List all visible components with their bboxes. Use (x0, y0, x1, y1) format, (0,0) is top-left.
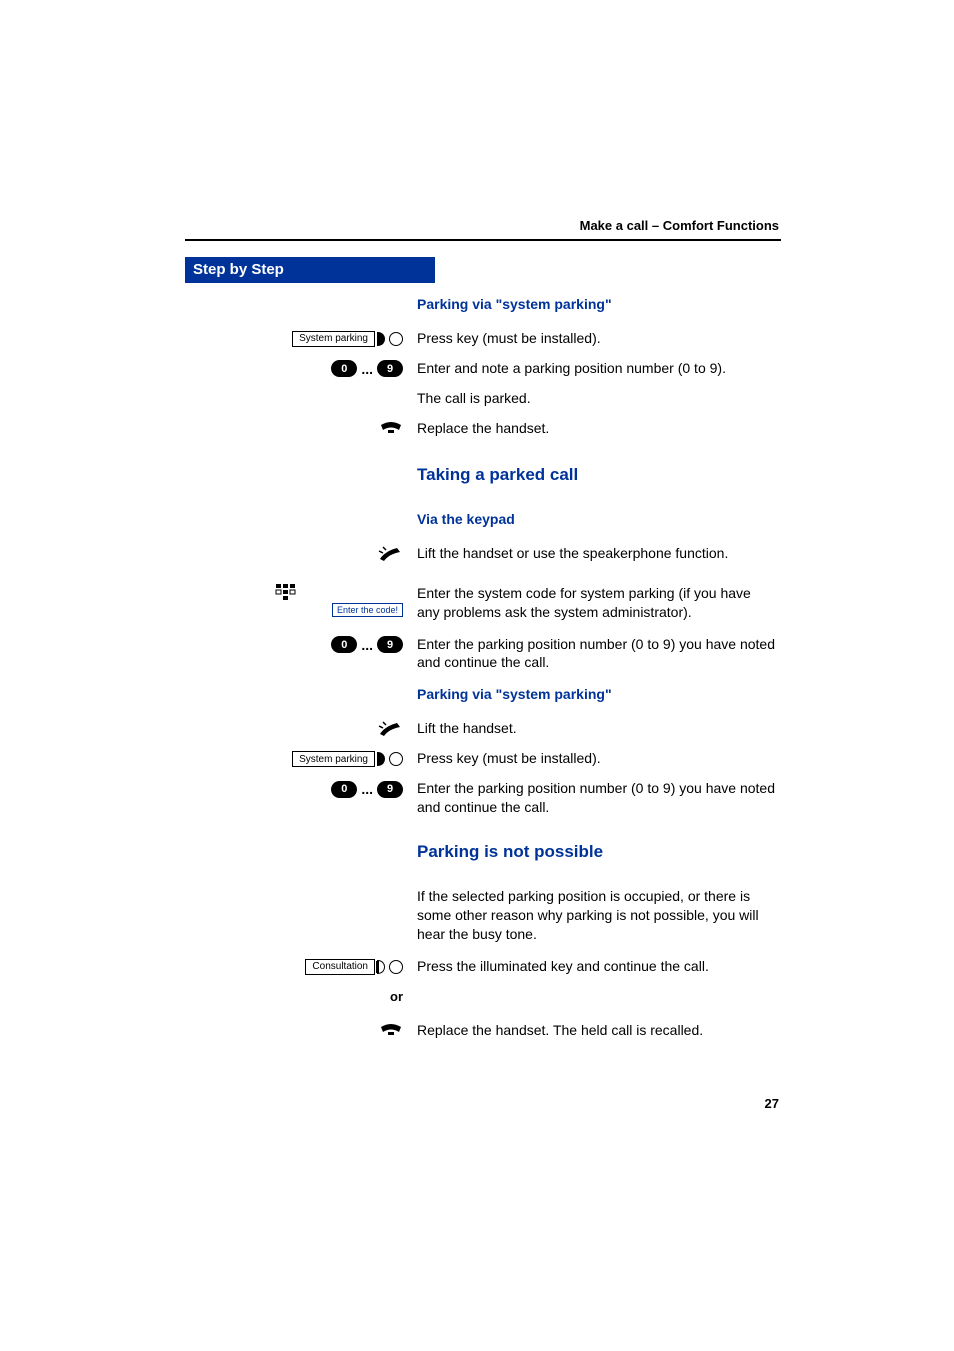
text-lift-spk: Lift the handset or use the speakerphone… (417, 543, 777, 563)
text-call-parked: The call is parked. (417, 388, 777, 408)
key-box-system-parking[interactable]: System parking (292, 751, 375, 767)
sidebar-title: Step by Step (185, 257, 435, 283)
heading-via-keypad: Via the keypad (417, 509, 777, 535)
ellipsis: ... (357, 637, 377, 653)
key-box-consultation[interactable]: Consultation (305, 959, 375, 975)
text-replace-handset-1: Replace the handset. (417, 418, 777, 438)
led-half-icon (377, 960, 385, 974)
led-filled-icon (377, 752, 385, 766)
page: Make a call – Comfort Functions Step by … (0, 0, 954, 1351)
heading-parking-1: Parking via "system parking" (417, 294, 777, 320)
heading-parking-2: Parking via "system parking" (417, 684, 777, 710)
ellipsis: ... (357, 781, 377, 797)
led-filled-icon (377, 332, 385, 346)
keypad-icon (275, 583, 297, 601)
digit-9-pill[interactable]: 9 (377, 781, 403, 798)
digit-0-pill[interactable]: 0 (331, 781, 357, 798)
handset-down-icon (379, 1023, 403, 1039)
text-press-key-2: Press key (must be installed). (417, 748, 777, 768)
digits-range-2: 0 ... 9 (185, 634, 417, 656)
text-enter-pos-2: Enter the parking position number (0 to … (417, 778, 777, 817)
text-press-key-1: Press key (must be installed). (417, 328, 777, 348)
handset-down-icon (379, 421, 403, 437)
handset-lift-icon (377, 720, 403, 738)
or-label: or (390, 989, 403, 1004)
text-enter-note: Enter and note a parking position number… (417, 358, 777, 378)
main-content: Parking via "system parking" System park… (185, 294, 781, 1050)
digit-0-pill[interactable]: 0 (331, 360, 357, 377)
key-system-parking-indicator: System parking (185, 328, 417, 350)
header-rule (185, 239, 781, 241)
led-outline-icon (389, 960, 403, 974)
text-busy-tone: If the selected parking position is occu… (417, 886, 777, 944)
text-enter-pos-1: Enter the parking position number (0 to … (417, 634, 777, 673)
running-header: Make a call – Comfort Functions (580, 218, 779, 233)
text-press-illum: Press the illuminated key and continue t… (417, 956, 777, 976)
text-enter-syscode: Enter the system code for system parking… (417, 583, 777, 622)
led-outline-icon (389, 332, 403, 346)
ellipsis: ... (357, 361, 377, 377)
digits-range-3: 0 ... 9 (185, 778, 417, 800)
led-outline-icon (389, 752, 403, 766)
enter-code-box: Enter the code! (332, 603, 403, 617)
digit-0-pill[interactable]: 0 (331, 636, 357, 653)
digits-range-1: 0 ... 9 (185, 358, 417, 380)
key-system-parking-indicator-2: System parking (185, 748, 417, 770)
page-number: 27 (765, 1096, 779, 1111)
text-replace-recalled: Replace the handset. The held call is re… (417, 1020, 777, 1040)
key-consultation-indicator: Consultation (185, 956, 417, 978)
digit-9-pill[interactable]: 9 (377, 360, 403, 377)
text-lift-handset: Lift the handset. (417, 718, 777, 738)
handset-lift-icon (377, 545, 403, 563)
digit-9-pill[interactable]: 9 (377, 636, 403, 653)
heading-not-possible: Parking is not possible (417, 825, 777, 878)
key-box-system-parking[interactable]: System parking (292, 331, 375, 347)
heading-taking: Taking a parked call (417, 448, 777, 501)
